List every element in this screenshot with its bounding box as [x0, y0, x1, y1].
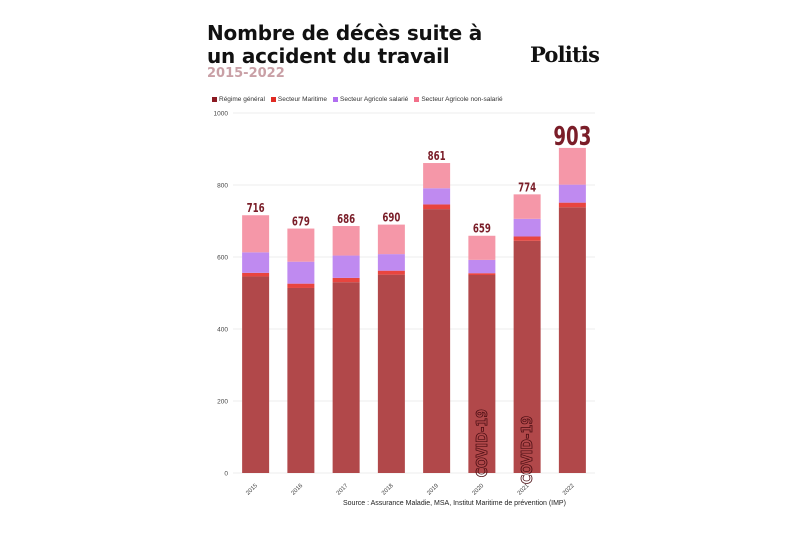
bar-segment-secteur-maritime [332, 277, 360, 283]
legend-item-regime-general: Régime général [212, 96, 265, 103]
y-tick-label: 600 [217, 255, 228, 262]
legend-label-agricole-non-salarie: Secteur Agricole non-salarié [421, 95, 503, 103]
covid-annotation: COVID-19 [519, 416, 536, 484]
y-tick-label: 400 [217, 327, 228, 334]
chart-legend: Régime général Secteur Maritime Secteur … [212, 94, 509, 104]
bar-segment-secteur-maritime [468, 273, 496, 275]
legend-swatch-regime-general [212, 96, 217, 102]
bar-total-label: 861 [428, 150, 446, 164]
chart-subtitle: 2015-2022 [207, 66, 285, 81]
bar-segment-agricole-salarie [558, 184, 586, 203]
bar-total-label: 690 [382, 211, 400, 225]
y-tick-label: 200 [217, 399, 228, 406]
covid-annotation: COVID-19 [474, 409, 491, 477]
legend-item-agricole-non-salarie: Secteur Agricole non-salarié [414, 95, 503, 103]
x-tick-label: 2016 [291, 483, 305, 497]
bar-total-label: 679 [292, 215, 310, 229]
bar-segment-regime-general [423, 209, 451, 473]
bar-segment-agricole-salarie [468, 259, 496, 274]
bar-segment-agricole-non-salarie [242, 215, 270, 253]
x-tick-label: 2018 [381, 483, 395, 497]
legend-item-agricole-salarie: Secteur Agricole salarié [333, 96, 408, 103]
bar-segment-regime-general [558, 207, 586, 473]
x-tick-label: 2020 [472, 483, 486, 497]
x-tick-label: 2022 [562, 483, 576, 497]
bar-segment-secteur-maritime [423, 204, 451, 210]
bar-segment-agricole-non-salarie [287, 228, 315, 262]
bar-segment-agricole-salarie [242, 252, 270, 273]
legend-swatch-agricole-salarie [333, 96, 339, 102]
y-tick-label: 1000 [214, 111, 229, 118]
bar-segment-secteur-maritime [513, 236, 541, 241]
bar-segment-regime-general [287, 287, 315, 473]
legend-label-agricole-salarie: Secteur Agricole salarié [340, 95, 409, 103]
bar-segment-agricole-salarie [513, 218, 541, 237]
bar-segment-regime-general [332, 282, 360, 473]
bar-segment-regime-general [513, 240, 541, 473]
x-tick-label: 2019 [426, 483, 440, 497]
bar-total-label: 903 [553, 122, 591, 152]
bar-total-label: 659 [473, 222, 491, 236]
y-tick-label: 800 [217, 183, 228, 190]
x-tick-label: 2015 [245, 483, 259, 497]
legend-item-secteur-maritime: Secteur Maritime [270, 95, 328, 103]
bar-segment-agricole-non-salarie [332, 226, 360, 256]
legend-swatch-secteur-maritime [270, 96, 276, 102]
bar-segment-agricole-non-salarie [423, 163, 451, 189]
bar-total-label: 716 [247, 202, 265, 216]
bar-segment-agricole-non-salarie [558, 147, 586, 185]
bar-segment-secteur-maritime [558, 202, 586, 208]
bar-segment-agricole-non-salarie [513, 194, 541, 219]
bar-segment-agricole-salarie [423, 188, 451, 205]
bar-segment-agricole-salarie [287, 261, 315, 284]
bar-total-label: 774 [518, 181, 536, 195]
politis-logo: Politis [530, 42, 600, 67]
source-note: Source : Assurance Maladie, MSA, Institu… [343, 500, 566, 507]
bar-total-label: 686 [337, 213, 355, 227]
bar-segment-regime-general [377, 274, 405, 473]
bar-segment-regime-general [242, 276, 270, 473]
bar-segment-secteur-maritime [242, 272, 270, 277]
bar-segment-agricole-non-salarie [468, 235, 496, 260]
bar-segment-agricole-non-salarie [377, 224, 405, 255]
legend-label-regime-general: Régime général [219, 95, 265, 103]
legend-swatch-agricole-non-salarie [414, 96, 420, 102]
bar-segment-secteur-maritime [377, 270, 405, 275]
bar-segment-regime-general [468, 275, 496, 473]
y-tick-label: 0 [224, 471, 228, 478]
bar-segment-secteur-maritime [287, 283, 315, 288]
bar-segment-agricole-salarie [377, 254, 405, 271]
x-tick-label: 2017 [336, 483, 350, 497]
chart-title: Nombre de décès suite à un accident du t… [207, 21, 483, 68]
bar-segment-agricole-salarie [332, 255, 360, 278]
legend-label-secteur-maritime: Secteur Maritime [277, 95, 328, 103]
